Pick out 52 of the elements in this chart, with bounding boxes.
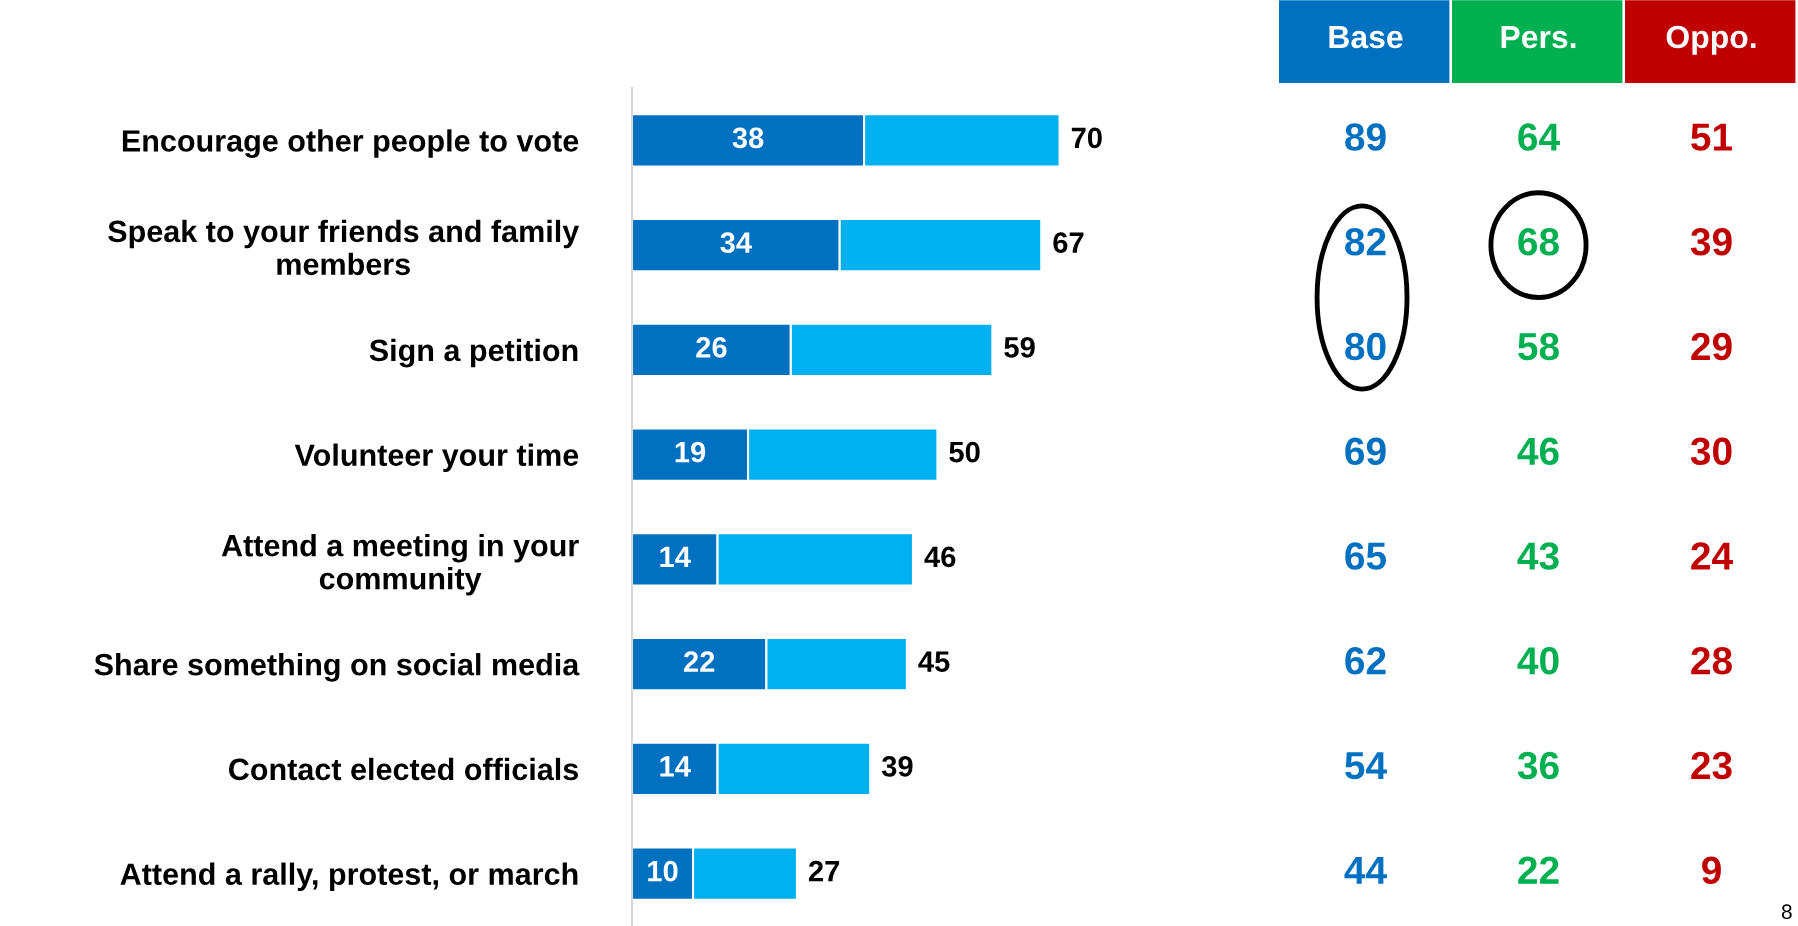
data-label: 24 bbox=[1691, 542, 1733, 570]
data-label: 64 bbox=[1518, 123, 1560, 151]
data-label: 54 bbox=[1345, 752, 1387, 780]
data-label: 29 bbox=[1691, 332, 1732, 361]
data-label: 9 bbox=[1702, 856, 1721, 885]
data-label: 69 bbox=[1345, 437, 1386, 466]
data-label: 34 bbox=[720, 232, 752, 253]
total-label: 27 bbox=[808, 860, 840, 882]
data-label: 14 bbox=[660, 546, 691, 567]
data-label: 43 bbox=[1517, 542, 1559, 570]
total-label: 67 bbox=[1053, 232, 1084, 253]
data-label: 26 bbox=[696, 337, 727, 358]
data-label: 39 bbox=[1690, 228, 1732, 256]
x-tick-label: Base bbox=[1329, 26, 1403, 49]
y-tick-label: Attend a meeting in your community bbox=[221, 533, 579, 596]
data-label: 51 bbox=[1691, 123, 1733, 151]
data-label: 89 bbox=[1345, 123, 1386, 151]
data-label: 19 bbox=[675, 441, 706, 463]
annotation: 8 bbox=[1781, 904, 1792, 920]
data-label: 14 bbox=[660, 756, 691, 777]
data-label: 40 bbox=[1517, 647, 1559, 675]
y-tick-label: Speak to your friends and family members bbox=[108, 219, 580, 276]
x-tick-label: Pers. bbox=[1501, 26, 1576, 49]
data-label: 44 bbox=[1344, 856, 1387, 884]
data-label: 22 bbox=[1518, 856, 1559, 884]
y-tick-label: Volunteer your time bbox=[294, 443, 579, 473]
data-label: 80 bbox=[1345, 332, 1386, 361]
total-label: 70 bbox=[1071, 127, 1102, 149]
y-tick-label: Sign a petition bbox=[369, 338, 578, 368]
data-label: 10 bbox=[648, 860, 678, 882]
data-label: 68 bbox=[1518, 228, 1559, 256]
total-label: 59 bbox=[1004, 337, 1035, 358]
y-tick-label: Contact elected officials bbox=[229, 757, 578, 781]
data-label: 65 bbox=[1345, 542, 1387, 570]
total-label: 39 bbox=[881, 756, 913, 777]
total-label: 46 bbox=[924, 546, 956, 568]
y-tick-label: Encourage other people to vote bbox=[122, 129, 579, 158]
data-label: 30 bbox=[1690, 437, 1732, 466]
data-label: 38 bbox=[732, 127, 764, 149]
data-label: 28 bbox=[1691, 647, 1732, 675]
data-label: 36 bbox=[1517, 751, 1559, 780]
data-label: 82 bbox=[1345, 228, 1386, 256]
data-label: 23 bbox=[1691, 751, 1732, 780]
total-label: 50 bbox=[949, 441, 980, 463]
data-label: 62 bbox=[1345, 647, 1386, 675]
data-label: 58 bbox=[1518, 332, 1559, 361]
data-label: 46 bbox=[1517, 437, 1559, 466]
data-label: 22 bbox=[683, 651, 715, 672]
y-tick-label: Attend a rally, protest, or march bbox=[120, 862, 578, 892]
total-label: 45 bbox=[918, 651, 950, 672]
x-tick-label: Oppo. bbox=[1666, 25, 1756, 55]
y-tick-label: Share something on social media bbox=[94, 653, 580, 682]
